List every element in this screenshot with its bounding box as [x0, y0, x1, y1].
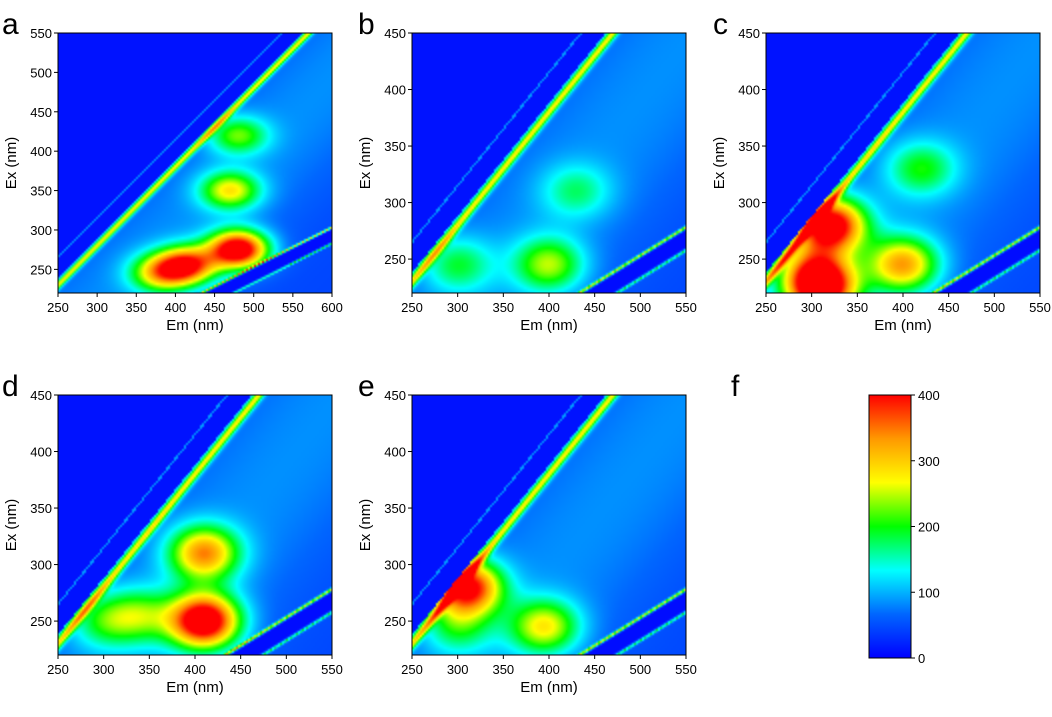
x-tick-label: 350: [138, 662, 160, 677]
x-tick-label: 550: [675, 662, 697, 677]
x-tick-label: 400: [538, 300, 560, 315]
x-tick-label: 550: [675, 300, 697, 315]
y-tick-label: 300: [384, 558, 406, 573]
x-tick-label: 550: [1029, 300, 1051, 315]
x-axis-label: Em (nm): [874, 317, 932, 334]
x-tick-label: 350: [846, 300, 868, 315]
y-tick-label: 450: [30, 388, 52, 403]
heatmap-image-b: [412, 33, 686, 293]
x-tick-label: 500: [983, 300, 1005, 315]
x-tick-label: 550: [282, 300, 304, 315]
panel-d: 250 300 350 400 450 500 550 250 300 350 400 450 Em (…: [2, 370, 343, 696]
panel-label: a: [2, 8, 19, 41]
x-tick-label: 300: [801, 300, 823, 315]
x-tick-label: 300: [86, 300, 108, 315]
x-axis-label: Em (nm): [166, 679, 224, 696]
x-tick-label: 450: [584, 300, 606, 315]
colorbar-tick-label: 200: [918, 520, 940, 535]
panel-a: 250 300 350 400 450 500 550 600 250 300 350 400 450 5…: [2, 8, 343, 334]
x-tick-label: 400: [538, 662, 560, 677]
y-axis-label: Ex (nm): [357, 137, 374, 190]
y-tick-label: 450: [30, 105, 52, 120]
y-axis-label: Ex (nm): [357, 499, 374, 552]
panel-label: c: [713, 8, 728, 41]
y-tick-label: 550: [30, 26, 52, 41]
x-tick-label: 600: [321, 300, 343, 315]
y-tick-label: 350: [30, 184, 52, 199]
y-tick-label: 400: [738, 83, 760, 98]
y-tick-label: 400: [384, 445, 406, 460]
y-tick-label: 350: [30, 501, 52, 516]
heatmap-image-d: [58, 395, 332, 655]
x-tick-label: 250: [47, 300, 69, 315]
y-tick-label: 250: [30, 614, 52, 629]
y-axis-label: Ex (nm): [3, 499, 20, 552]
x-tick-label: 450: [938, 300, 960, 315]
plot-frame: [57, 32, 333, 294]
x-tick-label: 500: [243, 300, 265, 315]
y-tick-label: 450: [384, 26, 406, 41]
panel-c: 250 300 350 400 450 500 550 250 300 350 400 450 Em (…: [711, 8, 1051, 334]
heatmap-image-e: [412, 395, 686, 655]
y-tick-label: 400: [30, 144, 52, 159]
colorbar-tick-label: 300: [918, 454, 940, 469]
x-tick-label: 450: [230, 662, 252, 677]
y-tick-label: 400: [30, 445, 52, 460]
panel-label: f: [731, 370, 740, 403]
x-tick-label: 550: [321, 662, 343, 677]
colorbar: [868, 394, 912, 659]
panel-e: 250 300 350 400 450 500 550 250 300 350 400 450 Em (…: [357, 370, 697, 696]
y-axis-label: Ex (nm): [711, 137, 728, 190]
panel-b: 250 300 350 400 450 500 550 250 300 350 400 450 Em (…: [357, 8, 697, 334]
x-tick-label: 350: [125, 300, 147, 315]
x-tick-label: 350: [492, 300, 514, 315]
y-tick-label: 250: [30, 262, 52, 277]
x-tick-label: 450: [204, 300, 226, 315]
x-tick-label: 250: [401, 662, 423, 677]
x-tick-label: 250: [47, 662, 69, 677]
panel-label: b: [358, 8, 375, 41]
y-tick-label: 400: [384, 83, 406, 98]
heatmap-image-a: [58, 33, 332, 293]
x-tick-label: 500: [275, 662, 297, 677]
y-tick-label: 450: [384, 388, 406, 403]
x-tick-label: 350: [492, 662, 514, 677]
x-tick-label: 500: [629, 662, 651, 677]
y-axis-label: Ex (nm): [3, 137, 20, 190]
y-tick-label: 350: [384, 139, 406, 154]
panel-label: d: [2, 370, 19, 403]
panel-f: f 0 100 200 300 400: [731, 370, 940, 666]
x-tick-label: 300: [447, 662, 469, 677]
x-tick-label: 250: [755, 300, 777, 315]
x-axis-label: Em (nm): [166, 317, 224, 334]
x-tick-label: 250: [401, 300, 423, 315]
y-tick-label: 300: [30, 223, 52, 238]
y-tick-label: 300: [738, 196, 760, 211]
y-tick-label: 500: [30, 65, 52, 80]
colorbar-tick-label: 100: [918, 585, 940, 600]
y-tick-label: 350: [384, 501, 406, 516]
heatmap-image-c: [766, 33, 1040, 293]
x-tick-label: 500: [629, 300, 651, 315]
colorbar-tick-label: 400: [918, 388, 940, 403]
y-tick-label: 250: [384, 252, 406, 267]
x-axis-label: Em (nm): [520, 317, 578, 334]
y-tick-label: 250: [384, 614, 406, 629]
x-tick-label: 450: [584, 662, 606, 677]
x-tick-label: 300: [447, 300, 469, 315]
y-tick-label: 450: [738, 26, 760, 41]
y-tick-label: 300: [384, 196, 406, 211]
x-tick-label: 400: [892, 300, 914, 315]
y-tick-label: 300: [30, 558, 52, 573]
x-axis-label: Em (nm): [520, 679, 578, 696]
x-tick-label: 400: [184, 662, 206, 677]
colorbar-tick-label: 0: [918, 651, 925, 666]
panel-label: e: [358, 370, 375, 403]
y-tick-label: 350: [738, 139, 760, 154]
y-tick-label: 250: [738, 252, 760, 267]
x-tick-label: 300: [93, 662, 115, 677]
x-tick-label: 400: [165, 300, 187, 315]
